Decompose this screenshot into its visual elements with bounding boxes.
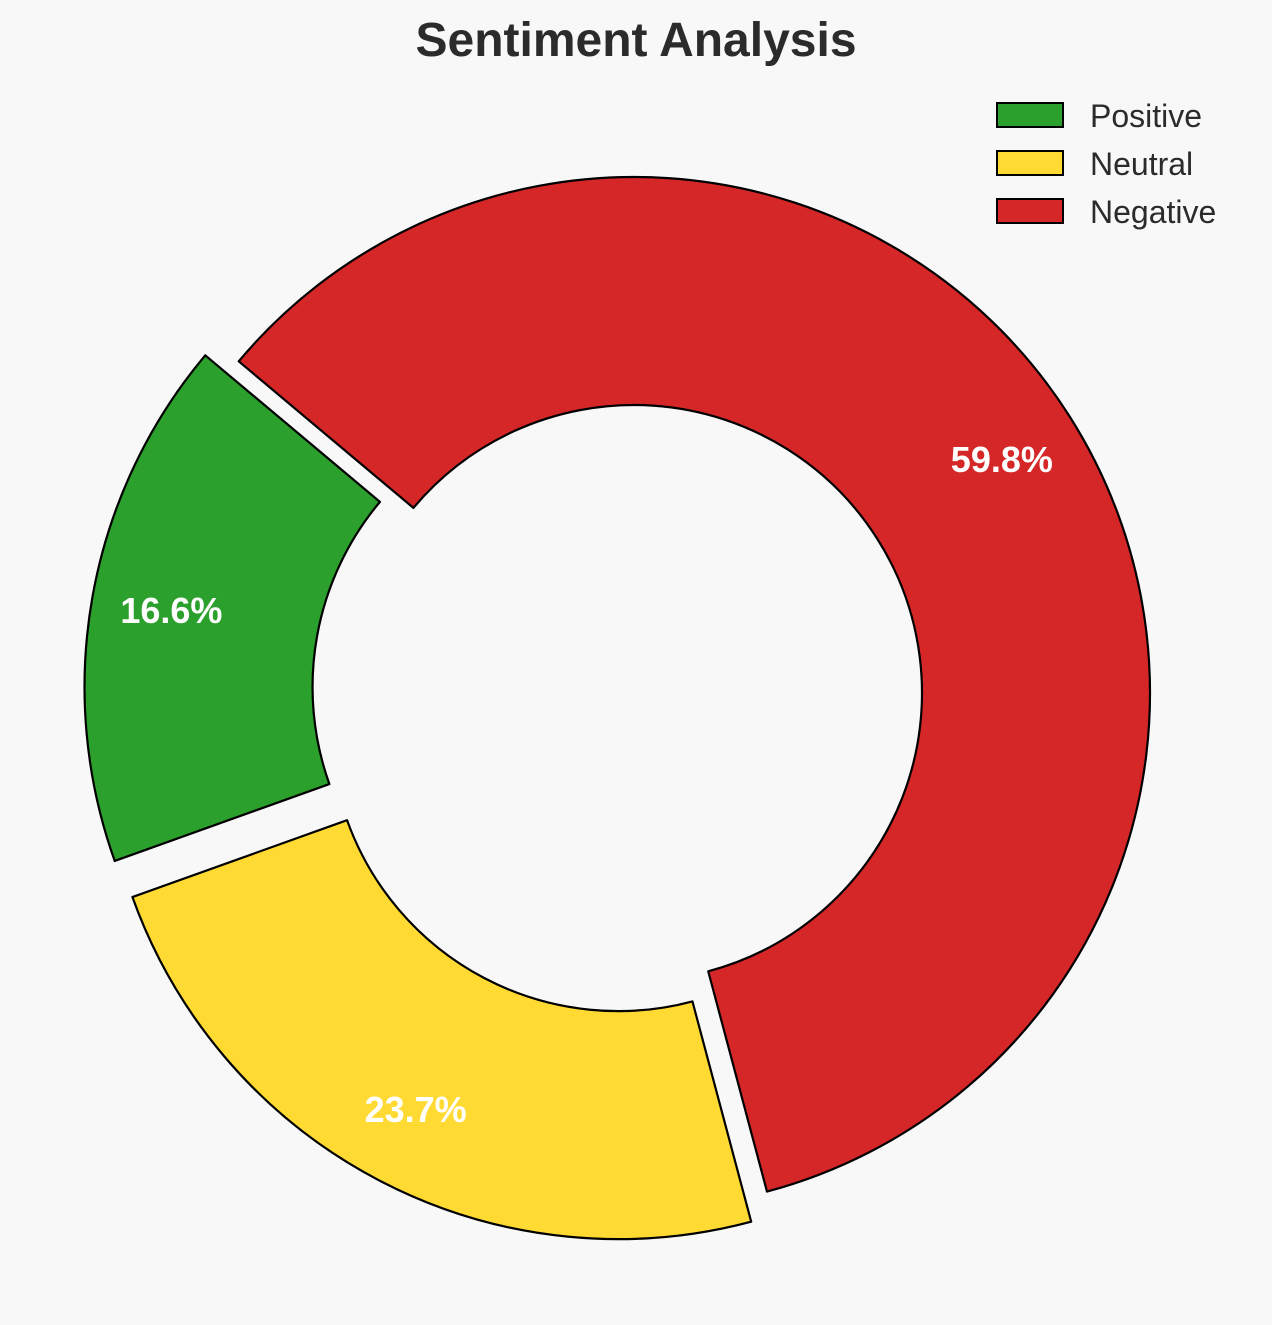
legend-swatch-positive (996, 102, 1064, 128)
chart-title: Sentiment Analysis (415, 14, 856, 67)
wedge-negative (237, 175, 1152, 1193)
percent-label-neutral: 23.7% (365, 1089, 467, 1130)
legend: Positive Neutral Negative (996, 98, 1216, 230)
percent-label-group: 16.6% 23.7% 59.8% (120, 439, 1053, 1130)
wedge-neutral (131, 819, 753, 1241)
legend-label-positive: Positive (1090, 98, 1202, 134)
percent-label-positive: 16.6% (120, 590, 222, 631)
legend-label-neutral: Neutral (1090, 146, 1193, 182)
percent-label-negative: 59.8% (951, 439, 1053, 480)
wedge-group (83, 175, 1152, 1241)
legend-swatch-negative (996, 198, 1064, 224)
wedge-positive (83, 354, 382, 863)
legend-swatch-neutral (996, 150, 1064, 176)
legend-label-negative: Negative (1090, 194, 1216, 230)
